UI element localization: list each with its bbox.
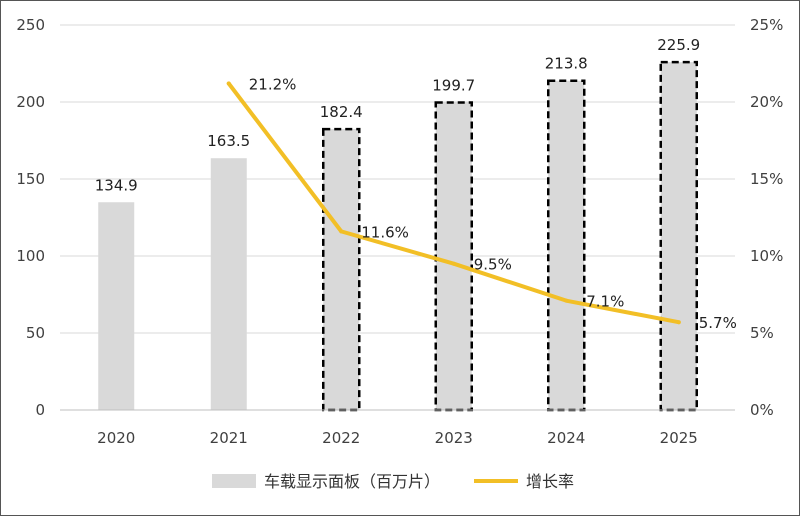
x-tick-label: 2021 — [210, 429, 248, 447]
y-left-tick-label: 200 — [16, 93, 45, 111]
x-tick-label: 2020 — [97, 429, 135, 447]
data-labels: 134.9 163.5 182.4 199.7 213.8 225.9 21.2% 11.6%… — [95, 36, 737, 332]
bar — [659, 60, 698, 412]
x-tick-label: 2022 — [322, 429, 360, 447]
y-left-tick-label: 0 — [35, 401, 45, 419]
bar-value-label: 134.9 — [95, 176, 138, 194]
y-right-tick-label: 15% — [750, 170, 783, 188]
growth-value-label: 21.2% — [249, 76, 297, 94]
growth-value-label: 7.1% — [586, 293, 624, 311]
x-tick-label: 2024 — [547, 429, 585, 447]
growth-line-series — [226, 81, 681, 325]
bar-value-label: 213.8 — [545, 55, 588, 73]
growth-value-label: 9.5% — [474, 256, 512, 274]
growth-value-label: 11.6% — [361, 223, 409, 241]
x-tick-label: 2023 — [435, 429, 473, 447]
growth-point — [339, 229, 344, 234]
y-right-tick-label: 20% — [750, 93, 783, 111]
y-right-tick-label: 5% — [750, 324, 774, 342]
y-right-tick-label: 10% — [750, 247, 783, 265]
growth-point — [226, 81, 231, 86]
y-right-tick-label: 0% — [750, 401, 774, 419]
bar — [547, 79, 586, 412]
growth-value-label: 5.7% — [699, 314, 737, 332]
bar — [434, 101, 473, 412]
gridlines — [60, 24, 735, 334]
bar — [210, 158, 247, 410]
y-right-tick-label: 25% — [750, 16, 783, 34]
y-left-tick-label: 250 — [16, 16, 45, 34]
y-left-tick-label: 50 — [26, 324, 45, 342]
bar-value-label: 182.4 — [320, 103, 363, 121]
bar-value-label: 199.7 — [432, 76, 475, 94]
legend-label-line: 增长率 — [526, 472, 574, 491]
legend-swatch-bar — [212, 474, 256, 488]
axes: 0 0% 50 5% 100 10% 150 15% 200 20% 250 25% 2020 2021 2… — [16, 16, 783, 447]
y-left-tick-label: 150 — [16, 170, 45, 188]
y-left-tick-label: 100 — [16, 247, 45, 265]
bar-value-label: 163.5 — [207, 132, 250, 150]
bar-value-label: 225.9 — [657, 36, 700, 54]
x-tick-label: 2025 — [660, 429, 698, 447]
legend: 车载显示面板（百万片） 增长率 — [212, 472, 574, 491]
growth-point — [451, 261, 456, 266]
legend-label-bar: 车载显示面板（百万片） — [264, 472, 440, 491]
bar — [322, 127, 361, 412]
growth-point — [564, 298, 569, 303]
growth-point — [676, 320, 681, 325]
bar-series — [98, 60, 698, 412]
bar — [98, 202, 135, 410]
